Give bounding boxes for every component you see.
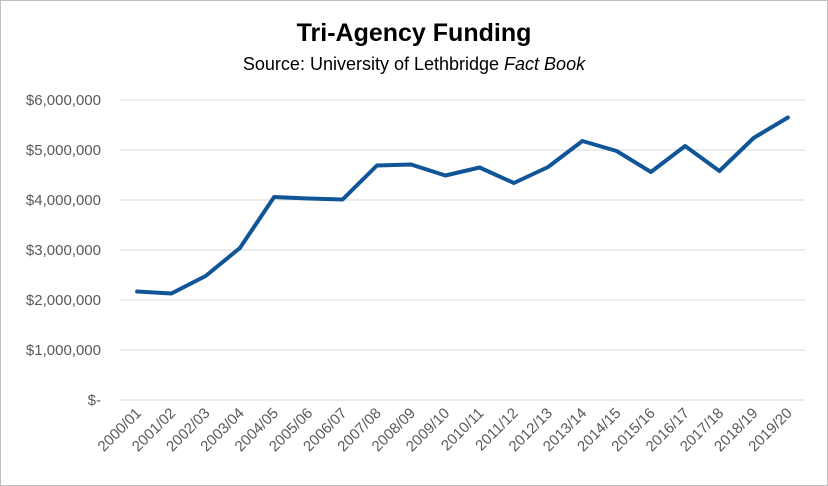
y-axis: $- $1,000,000 $2,000,000 $3,000,000 $4,000,0… <box>26 92 101 409</box>
subtitle-fact-book: Fact Book <box>504 54 586 74</box>
subtitle-source: Source: University of Lethbridge <box>242 54 505 74</box>
x-axis: 2000/012001/022002/032003/042004/052005/… <box>95 405 796 455</box>
chart-title: Tri-Agency Funding <box>296 19 532 47</box>
y-tick-label: $- <box>88 392 101 409</box>
y-tick-label: $2,000,000 <box>26 292 101 309</box>
y-tick-label: $6,000,000 <box>26 92 101 109</box>
y-tick-label: $5,000,000 <box>26 142 101 159</box>
plot-area <box>135 115 790 296</box>
chart-subtitle: Source: University of Lethbridge Fact Bo… <box>1 54 827 75</box>
y-tick-label: $1,000,000 <box>26 342 101 359</box>
series-line <box>135 115 790 296</box>
y-tick-label: $4,000,000 <box>26 192 101 209</box>
gridlines <box>120 99 805 401</box>
y-tick-label: $3,000,000 <box>26 242 101 259</box>
